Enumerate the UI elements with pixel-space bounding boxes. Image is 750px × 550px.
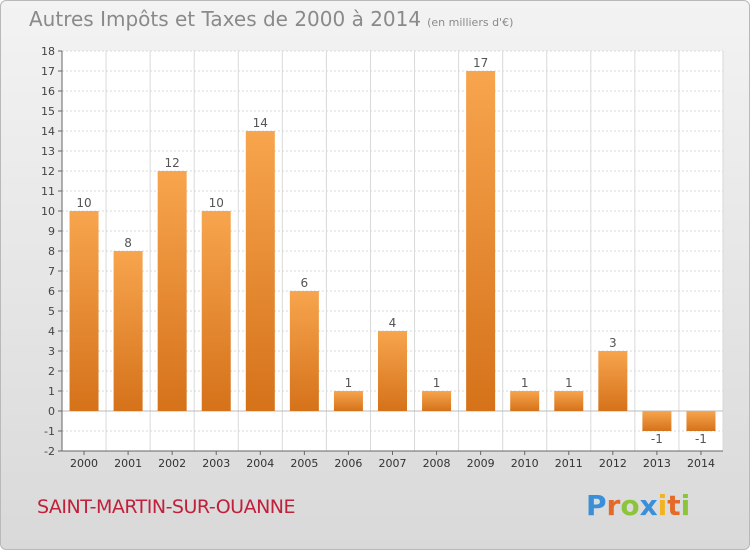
bar bbox=[642, 411, 672, 431]
bar bbox=[333, 391, 363, 411]
x-tick-label: 2000 bbox=[70, 457, 98, 470]
data-label: 17 bbox=[473, 56, 488, 70]
bar bbox=[686, 411, 716, 431]
y-tick-label: 14 bbox=[41, 125, 55, 138]
y-tick-label: 11 bbox=[41, 185, 55, 198]
data-label: 1 bbox=[433, 376, 441, 390]
bar bbox=[598, 351, 628, 411]
bar bbox=[510, 391, 540, 411]
y-tick-label: 10 bbox=[41, 205, 55, 218]
data-label: 8 bbox=[124, 236, 132, 250]
title-unit: (en milliers d'€) bbox=[427, 16, 514, 29]
data-label: 4 bbox=[389, 316, 397, 330]
y-tick-label: -2 bbox=[44, 445, 55, 458]
data-label: -1 bbox=[651, 432, 663, 446]
y-tick-label: 3 bbox=[48, 345, 55, 358]
bar bbox=[466, 71, 496, 411]
y-tick-label: 7 bbox=[48, 265, 55, 278]
y-tick-label: 6 bbox=[48, 285, 55, 298]
x-tick-label: 2002 bbox=[158, 457, 186, 470]
bar bbox=[378, 331, 407, 411]
title-text: Autres Impôts et Taxes de 2000 à 2014 bbox=[29, 7, 422, 31]
x-tick-label: 2003 bbox=[202, 457, 230, 470]
data-label: -1 bbox=[695, 432, 707, 446]
y-tick-label: -1 bbox=[44, 425, 55, 438]
y-tick-label: 5 bbox=[48, 305, 55, 318]
y-tick-label: 0 bbox=[48, 405, 55, 418]
data-label: 1 bbox=[521, 376, 529, 390]
x-tick-label: 2013 bbox=[643, 457, 671, 470]
y-tick-label: 8 bbox=[48, 245, 55, 258]
chart-title: Autres Impôts et Taxes de 2000 à 2014 (en… bbox=[29, 7, 513, 31]
y-tick-label: 4 bbox=[48, 325, 55, 338]
data-label: 10 bbox=[209, 196, 224, 210]
proxiti-logo: Proxiti bbox=[586, 489, 691, 522]
x-tick-label: 2012 bbox=[599, 457, 627, 470]
data-label: 10 bbox=[76, 196, 91, 210]
data-label: 6 bbox=[301, 276, 309, 290]
data-label: 3 bbox=[609, 336, 617, 350]
x-tick-label: 2014 bbox=[687, 457, 715, 470]
x-tick-label: 2011 bbox=[555, 457, 583, 470]
x-tick-label: 2009 bbox=[467, 457, 495, 470]
x-tick-label: 2008 bbox=[423, 457, 451, 470]
x-tick-label: 2006 bbox=[334, 457, 362, 470]
y-tick-label: 13 bbox=[41, 145, 55, 158]
data-label: 12 bbox=[165, 156, 180, 170]
bar bbox=[201, 211, 231, 411]
data-label: 1 bbox=[565, 376, 573, 390]
bar bbox=[245, 131, 275, 411]
y-tick-label: 18 bbox=[41, 45, 55, 58]
x-tick-label: 2005 bbox=[290, 457, 318, 470]
x-tick-label: 2001 bbox=[114, 457, 142, 470]
y-tick-label: 12 bbox=[41, 165, 55, 178]
y-tick-label: 1 bbox=[48, 385, 55, 398]
y-tick-label: 15 bbox=[41, 105, 55, 118]
y-tick-label: 16 bbox=[41, 85, 55, 98]
y-tick-label: 2 bbox=[48, 365, 55, 378]
x-tick-label: 2010 bbox=[511, 457, 539, 470]
data-label: 1 bbox=[345, 376, 353, 390]
x-tick-label: 2004 bbox=[246, 457, 274, 470]
data-label: 14 bbox=[253, 116, 268, 130]
bar bbox=[422, 391, 452, 411]
bar bbox=[289, 291, 319, 411]
y-tick-label: 9 bbox=[48, 225, 55, 238]
bar bbox=[113, 251, 143, 411]
x-tick-label: 2007 bbox=[379, 457, 407, 470]
bar bbox=[157, 171, 187, 411]
y-tick-label: 17 bbox=[41, 65, 55, 78]
commune-name: SAINT-MARTIN-SUR-OUANNE bbox=[37, 496, 296, 518]
bar bbox=[554, 391, 584, 411]
bar bbox=[69, 211, 99, 411]
